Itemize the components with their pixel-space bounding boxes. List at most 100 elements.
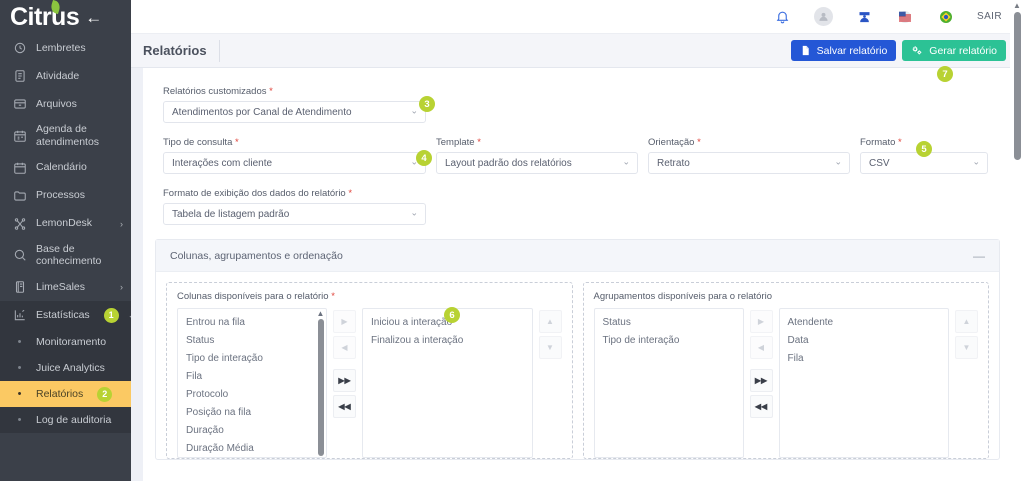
custom-reports-select[interactable]: Atendimentos por Canal de Atendimento ⌄ [163, 101, 426, 123]
move-all-left-button[interactable]: ◀◀ [333, 395, 356, 418]
sidebar-item-base-de-conhecimento[interactable]: Base de conhecimento [0, 238, 131, 274]
move-all-right-button[interactable]: ▶▶ [749, 369, 773, 392]
field-orientation: Orientação * Retrato ⌄ [648, 137, 850, 174]
move-up-button[interactable]: ▲ [955, 310, 978, 333]
sidebar-item-label: Juice Analytics [36, 362, 105, 375]
columns-available-scrollbar[interactable]: ▲ [316, 310, 325, 456]
move-left-button[interactable]: ◀ [333, 336, 356, 359]
calendar-days-icon [12, 128, 27, 143]
list-item[interactable]: Entrou na fila [186, 316, 245, 328]
list-item[interactable]: Duração [186, 424, 224, 436]
required-marker: * [348, 188, 353, 199]
list-item[interactable]: Status [186, 334, 215, 346]
move-right-button[interactable]: ▶ [333, 310, 356, 333]
sidebar-item-label: LimeSales [36, 280, 86, 293]
list-item[interactable]: Status [602, 316, 631, 328]
scrollbar-thumb[interactable] [317, 319, 324, 456]
page-title: Relatórios [143, 39, 220, 62]
groupings-selected-list[interactable]: Atendente Data Fila [778, 308, 949, 458]
save-report-button[interactable]: Salvar relatório [790, 40, 897, 61]
groupings-selected-scroll: Atendente Data Fila [780, 309, 949, 457]
sidebar-item-log-de-auditoria[interactable]: • Log de auditoria [0, 407, 131, 433]
chevron-right-icon: › [120, 218, 123, 229]
clock-icon [12, 41, 27, 56]
list-item[interactable]: Atendente [787, 316, 834, 328]
template-select[interactable]: Layout padrão dos relatórios ⌄ [436, 152, 638, 174]
chevron-right-icon: › [120, 282, 123, 293]
scroll-up-icon[interactable]: ▲ [1013, 1, 1021, 10]
field-label: Formato * [860, 137, 988, 148]
sidebar-item-label: Lembretes [36, 41, 86, 54]
display-format-select[interactable]: Tabela de listagem padrão ⌄ [163, 203, 426, 225]
agent-icon[interactable] [854, 7, 874, 27]
sidebar-item-arquivos[interactable]: Arquivos [0, 90, 131, 118]
sidebar-item-lembretes[interactable]: Lembretes [0, 34, 131, 62]
form-row-2: Tipo de consulta * Interações com client… [163, 137, 992, 174]
orientation-select[interactable]: Retrato ⌄ [648, 152, 850, 174]
sidebar-item-label: Arquivos [36, 97, 77, 110]
scroll-up-icon[interactable]: ▲ [316, 309, 325, 318]
collapse-sidebar-icon[interactable]: ← [85, 7, 103, 27]
move-up-button[interactable]: ▲ [538, 310, 562, 333]
step-badge-3: 3 [419, 96, 435, 112]
save-report-label: Salvar relatório [816, 44, 888, 57]
move-all-left-button[interactable]: ◀◀ [749, 395, 773, 418]
sidebar-item-atividade[interactable]: Atividade [0, 62, 131, 90]
columns-selected-list[interactable]: Iniciou a interação Finalizou a interaçã… [362, 308, 533, 458]
list-item[interactable]: Protocolo [186, 388, 229, 400]
chevron-down-icon: ⌄ [410, 105, 418, 116]
main-area: SAIR Relatórios Salvar relatório Gerar r… [131, 0, 1024, 481]
flag-br-icon[interactable] [936, 7, 956, 27]
query-type-value: Interações com cliente [172, 157, 273, 169]
bullet-icon: • [17, 362, 22, 375]
list-item[interactable]: Nota [178, 457, 326, 458]
sidebar-item-label: Monitoramento [36, 336, 107, 349]
list-item[interactable]: Fila [186, 370, 203, 382]
groupings-available-list[interactable]: Status Tipo de interação [593, 308, 744, 458]
list-item[interactable]: Tipo de interação [602, 334, 680, 346]
field-label-text: Template [436, 137, 475, 148]
sidebar-item-label: Log de auditoria [36, 414, 112, 427]
content-card: Relatórios customizados * Atendimentos p… [143, 68, 1012, 481]
list-item[interactable]: Duração Média [186, 442, 254, 454]
field-label: Orientação * [648, 137, 850, 148]
sidebar-item-monitoramento[interactable]: • Monitoramento [0, 329, 131, 355]
sidebar-item-lemondesk[interactable]: LemonDesk › [0, 210, 131, 238]
sidebar-item-label: Relatórios [36, 388, 84, 401]
logout-button[interactable]: SAIR [977, 11, 1002, 22]
list-item[interactable]: Finalizou a interação [371, 334, 464, 346]
sidebar-nav: Lembretes Atividade Arquivos Agenda de a… [0, 34, 131, 434]
sidebar-item-relatorios[interactable]: • Relatórios 2 [0, 381, 131, 408]
list-item[interactable]: Posição na fila [186, 406, 252, 418]
list-item[interactable]: Data [787, 334, 809, 346]
required-marker: * [331, 291, 335, 302]
required-marker: * [898, 137, 902, 148]
sidebar-item-agenda-de-atendimentos[interactable]: Agenda de atendimentos [0, 118, 131, 154]
list-item[interactable]: Tipo de interação [186, 352, 263, 364]
field-label: Tipo de consulta * [163, 137, 426, 148]
columns-available-list[interactable]: Entrou na fila Status Tipo de interação … [177, 308, 327, 458]
query-type-select[interactable]: Interações com cliente ⌄ [163, 152, 426, 174]
sidebar-item-limesales[interactable]: LimeSales › [0, 273, 131, 301]
page-scrollbar[interactable]: ▲ [1010, 0, 1024, 481]
required-marker: * [235, 137, 239, 148]
scrollbar-thumb[interactable] [1014, 12, 1021, 160]
move-all-right-button[interactable]: ▶▶ [333, 369, 356, 392]
move-down-button[interactable]: ▼ [955, 336, 978, 359]
generate-report-button[interactable]: Gerar relatório [902, 40, 1006, 61]
bell-icon[interactable] [772, 7, 792, 27]
avatar[interactable] [813, 7, 833, 27]
sidebar-item-processos[interactable]: Processos [0, 182, 131, 210]
minus-icon[interactable]: — [973, 248, 985, 263]
move-down-button[interactable]: ▼ [538, 336, 562, 359]
move-left-button[interactable]: ◀ [749, 336, 773, 359]
sidebar-item-calendario[interactable]: Calendário [0, 154, 131, 182]
list-item[interactable]: Fila [787, 352, 804, 364]
sidebar-item-juice-analytics[interactable]: • Juice Analytics [0, 355, 131, 381]
field-template: Template * Layout padrão dos relatórios … [436, 137, 638, 174]
flag-us-icon[interactable] [895, 7, 915, 27]
chart-icon [12, 308, 27, 323]
sidebar-item-label: LemonDesk [36, 217, 93, 230]
sidebar-item-estatisticas[interactable]: Estatísticas 1 ⌄ [0, 301, 131, 329]
move-right-button[interactable]: ▶ [749, 310, 773, 333]
